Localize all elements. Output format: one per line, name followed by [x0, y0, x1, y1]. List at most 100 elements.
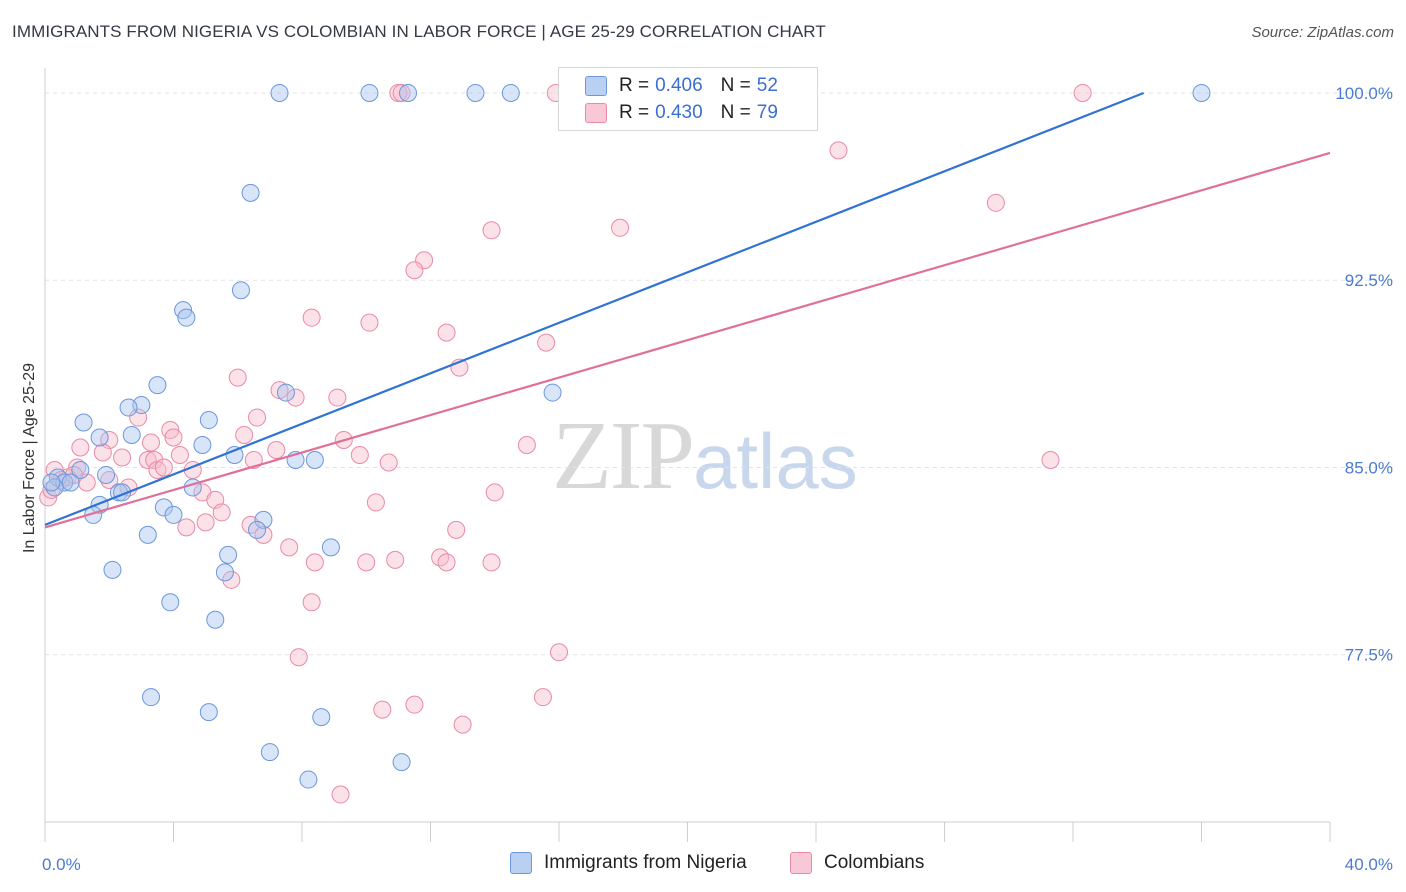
colombians-point [196, 513, 215, 532]
series-label-colombians: Colombians [824, 852, 925, 873]
colombians-point [328, 388, 347, 407]
nigeria-point [501, 83, 520, 102]
x-tick-label: 40.0% [1345, 855, 1393, 874]
colombians-point [1073, 83, 1092, 102]
nigeria-point [119, 398, 138, 417]
legend-r-value-nigeria: 0.406 [655, 75, 703, 96]
series-swatch-colombians [790, 852, 812, 874]
colombians-point [248, 408, 267, 427]
legend-row-nigeria: R = 0.406 N = 52 [585, 74, 778, 98]
nigeria-point [276, 383, 295, 402]
legend-n-label: N = [720, 75, 751, 96]
nigeria-point [142, 688, 161, 707]
nigeria-point [164, 505, 183, 524]
source-credit: Source: ZipAtlas.com [1251, 24, 1394, 41]
colombians-point [350, 445, 369, 464]
y-tick-label: 100.0% [1335, 84, 1393, 103]
nigeria-trend-line [44, 91, 1145, 526]
nigeria-point [399, 83, 418, 102]
y-tick-label: 85.0% [1345, 458, 1393, 477]
legend-r-label: R = [619, 75, 650, 96]
watermark-zip: ZIP [552, 402, 695, 510]
colombians-point [447, 520, 466, 539]
nigeria-point [215, 563, 234, 582]
series-swatch-nigeria [510, 852, 532, 874]
colombians-point [482, 221, 501, 240]
legend-r-value-colombians: 0.430 [655, 102, 703, 123]
nigeria-point [177, 308, 196, 327]
nigeria-point [199, 411, 218, 430]
nigeria-point [97, 465, 116, 484]
nigeria-point [260, 743, 279, 762]
colombians-point [405, 261, 424, 280]
axes [44, 68, 1331, 842]
nigeria-point [122, 426, 141, 445]
colombians-point [302, 593, 321, 612]
data-points [39, 83, 1211, 804]
nigeria-point [219, 545, 238, 564]
colombians-point [100, 470, 119, 489]
nigeria-point [71, 460, 90, 479]
nigeria-point [305, 450, 324, 469]
colombians-point [611, 218, 630, 237]
colombians-point [537, 333, 556, 352]
colombians-point [235, 426, 254, 445]
nigeria-point [241, 183, 260, 202]
colombians-point [289, 648, 308, 667]
colombians-point [113, 448, 132, 467]
colombians-point [164, 428, 183, 447]
axis-labels: 77.5% 85.0% 92.5% 100.0% 0.0% 40.0% In Labor F… [21, 84, 1393, 874]
nigeria-point [103, 560, 122, 579]
colombians-point [154, 458, 173, 477]
colombians-point [93, 443, 112, 462]
colombians-point [280, 538, 299, 557]
colombians-point [331, 785, 350, 804]
nigeria-point [254, 510, 273, 529]
colombians-point [145, 450, 164, 469]
colombians-point [142, 433, 161, 452]
series-label-nigeria: Immigrants from Nigeria [544, 852, 747, 873]
watermark: ZIPatlas [552, 400, 858, 512]
correlation-legend: R = 0.406 N = 52 R = 0.430 N = 79 [558, 67, 818, 131]
colombians-point [170, 445, 189, 464]
colombians-point [485, 483, 504, 502]
series-legend-colombians[interactable]: Colombians [790, 852, 924, 874]
x-tick-label: 0.0% [42, 855, 81, 874]
colombians-point [405, 695, 424, 714]
colombians-point [415, 251, 434, 270]
colombians-point [453, 715, 472, 734]
colombians-point [533, 688, 552, 707]
colombians-point [517, 436, 536, 454]
colombians-point [829, 141, 848, 160]
nigeria-point [138, 525, 157, 544]
nigeria-point [154, 498, 173, 517]
y-tick-label: 92.5% [1345, 271, 1393, 290]
legend-r-label: R = [619, 102, 650, 123]
trend-lines [44, 91, 1331, 529]
nigeria-point [231, 281, 250, 300]
watermark-atlas: atlas [693, 417, 858, 505]
colombians-point [357, 553, 376, 572]
legend-swatch-nigeria [585, 76, 607, 96]
nigeria-point [225, 445, 244, 464]
colombians-point [71, 438, 90, 457]
colombians-point [302, 308, 321, 327]
nigeria-point [206, 610, 225, 629]
nigeria-point [42, 473, 61, 492]
colombians-point [373, 700, 392, 719]
colombians-point [1041, 450, 1060, 469]
nigeria-point [360, 83, 379, 102]
legend-n-value-colombians: 79 [756, 102, 778, 123]
colombians-point [286, 388, 305, 407]
colombians-point [305, 553, 324, 572]
series-legend-nigeria[interactable]: Immigrants from Nigeria [510, 852, 747, 874]
nigeria-point [392, 753, 411, 772]
nigeria-point [61, 473, 80, 492]
colombians-point [386, 550, 405, 569]
colombians-point [437, 323, 456, 342]
nigeria-point [148, 376, 167, 395]
colombians-point [379, 453, 398, 472]
colombians-point [267, 440, 286, 459]
chart-title: IMMIGRANTS FROM NIGERIA VS COLOMBIAN IN … [12, 22, 826, 41]
